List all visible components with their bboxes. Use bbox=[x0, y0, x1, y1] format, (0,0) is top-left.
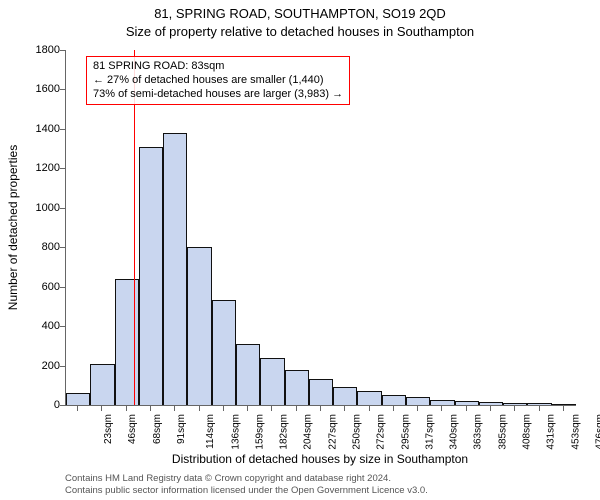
histogram-bar bbox=[163, 133, 187, 405]
histogram-bar bbox=[187, 247, 211, 405]
histogram-bar bbox=[66, 393, 90, 405]
y-tick-label: 1400 bbox=[10, 123, 60, 135]
x-tick-label: 295sqm bbox=[400, 414, 411, 450]
histogram-bar bbox=[430, 400, 454, 405]
x-tick-mark bbox=[150, 406, 151, 411]
histogram-bar bbox=[236, 344, 260, 405]
histogram-bar bbox=[455, 401, 479, 405]
histogram-bar bbox=[333, 387, 357, 405]
attribution-line-1: Contains HM Land Registry data © Crown c… bbox=[65, 473, 575, 484]
histogram-bar bbox=[527, 403, 551, 405]
attribution-line-2: Contains public sector information licen… bbox=[65, 485, 575, 496]
y-tick-label: 600 bbox=[10, 281, 60, 293]
histogram-bar bbox=[115, 279, 139, 405]
x-tick-label: 91sqm bbox=[176, 414, 187, 444]
annotation-line-1: 81 SPRING ROAD: 83sqm bbox=[93, 60, 343, 74]
x-tick-label: 363sqm bbox=[473, 414, 484, 450]
x-tick-label: 136sqm bbox=[230, 414, 241, 450]
histogram-bar bbox=[479, 402, 503, 405]
x-tick-label: 227sqm bbox=[327, 414, 338, 450]
y-tick-label: 0 bbox=[10, 399, 60, 411]
histogram-bar bbox=[139, 147, 163, 405]
histogram-bar bbox=[260, 358, 284, 405]
x-tick-label: 272sqm bbox=[376, 414, 387, 450]
x-tick-mark bbox=[369, 406, 370, 411]
x-tick-mark bbox=[563, 406, 564, 411]
x-tick-mark bbox=[271, 406, 272, 411]
histogram-bar bbox=[357, 391, 381, 405]
chart-subtitle: Size of property relative to detached ho… bbox=[0, 24, 600, 39]
y-tick-label: 400 bbox=[10, 320, 60, 332]
annotation-box: 81 SPRING ROAD: 83sqm ← 27% of detached … bbox=[86, 56, 350, 105]
x-tick-mark bbox=[466, 406, 467, 411]
property-size-histogram: 81, SPRING ROAD, SOUTHAMPTON, SO19 2QD S… bbox=[0, 0, 600, 500]
y-tick-label: 1000 bbox=[10, 202, 60, 214]
x-tick-mark bbox=[393, 406, 394, 411]
chart-title-address: 81, SPRING ROAD, SOUTHAMPTON, SO19 2QD bbox=[0, 6, 600, 21]
x-tick-mark bbox=[320, 406, 321, 411]
x-tick-label: 431sqm bbox=[546, 414, 557, 450]
x-tick-mark bbox=[101, 406, 102, 411]
histogram-bar bbox=[285, 370, 309, 406]
histogram-bar bbox=[503, 403, 527, 405]
y-tick-label: 1200 bbox=[10, 162, 60, 174]
annotation-line-3: 73% of semi-detached houses are larger (… bbox=[93, 88, 343, 102]
histogram-bar bbox=[90, 364, 114, 405]
annotation-line-2: ← 27% of detached houses are smaller (1,… bbox=[93, 74, 343, 88]
x-tick-mark bbox=[490, 406, 491, 411]
x-tick-mark bbox=[441, 406, 442, 411]
x-tick-label: 453sqm bbox=[570, 414, 581, 450]
x-tick-label: 317sqm bbox=[424, 414, 435, 450]
x-tick-mark bbox=[514, 406, 515, 411]
x-tick-mark bbox=[539, 406, 540, 411]
x-tick-mark bbox=[199, 406, 200, 411]
attribution-text: Contains HM Land Registry data © Crown c… bbox=[65, 473, 575, 496]
x-tick-label: 385sqm bbox=[497, 414, 508, 450]
histogram-bar bbox=[212, 300, 236, 405]
x-tick-label: 476sqm bbox=[594, 414, 600, 450]
x-tick-mark bbox=[126, 406, 127, 411]
x-axis-label: Distribution of detached houses by size … bbox=[65, 452, 575, 466]
x-tick-label: 204sqm bbox=[303, 414, 314, 450]
x-tick-label: 182sqm bbox=[279, 414, 290, 450]
y-tick-label: 800 bbox=[10, 241, 60, 253]
histogram-bar bbox=[552, 404, 576, 405]
x-tick-label: 23sqm bbox=[103, 414, 114, 444]
x-tick-label: 114sqm bbox=[205, 414, 216, 449]
y-tick-label: 1600 bbox=[10, 83, 60, 95]
x-tick-label: 68sqm bbox=[152, 414, 163, 444]
y-axis-label: Number of detached properties bbox=[6, 50, 26, 405]
x-tick-mark bbox=[223, 406, 224, 411]
x-tick-mark bbox=[417, 406, 418, 411]
x-tick-label: 46sqm bbox=[127, 414, 138, 444]
x-tick-mark bbox=[344, 406, 345, 411]
y-tick-label: 200 bbox=[10, 360, 60, 372]
x-tick-label: 159sqm bbox=[254, 414, 265, 450]
x-tick-label: 250sqm bbox=[352, 414, 363, 450]
x-tick-label: 340sqm bbox=[449, 414, 460, 450]
x-tick-mark bbox=[77, 406, 78, 411]
x-tick-mark bbox=[247, 406, 248, 411]
y-tick-label: 1800 bbox=[10, 44, 60, 56]
x-tick-mark bbox=[174, 406, 175, 411]
histogram-bar bbox=[382, 395, 406, 405]
histogram-bar bbox=[406, 397, 430, 405]
x-tick-label: 408sqm bbox=[522, 414, 533, 450]
x-tick-mark bbox=[296, 406, 297, 411]
histogram-bar bbox=[309, 379, 333, 405]
